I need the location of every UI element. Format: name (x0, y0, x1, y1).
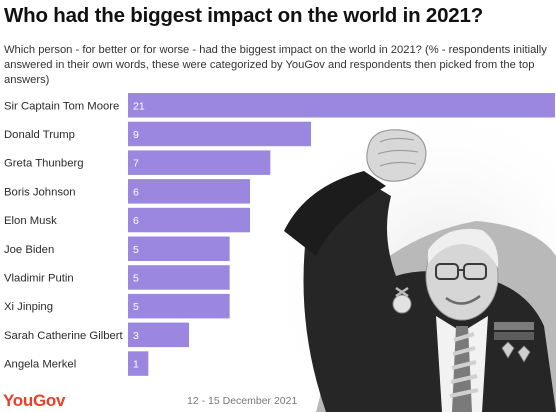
category-label: Angela Merkel (4, 359, 76, 371)
category-label: Sarah Catherine Gilbert (4, 330, 124, 342)
bar (128, 351, 149, 376)
category-label: Sir Captain Tom Moore (4, 100, 119, 112)
data-label: 7 (133, 158, 139, 170)
bar (128, 93, 555, 118)
category-label: Boris Johnson (4, 186, 76, 198)
bar (128, 265, 230, 290)
category-label: Vladimir Putin (4, 272, 74, 284)
bar (128, 207, 250, 233)
category-label: Greta Thunberg (4, 158, 84, 170)
data-label: 1 (133, 359, 139, 371)
chart-title: Who had the biggest impact on the world … (4, 4, 484, 27)
bar (128, 121, 311, 147)
brand-logo: YouGov (3, 391, 66, 410)
survey-date: 12 - 15 December 2021 (184, 395, 301, 407)
bar (128, 236, 230, 261)
bar (128, 179, 250, 204)
data-label: 9 (133, 129, 139, 141)
data-label: 6 (133, 215, 139, 227)
portrait-raised-fist-icon (276, 126, 556, 412)
data-label: 6 (133, 186, 139, 198)
bar (128, 322, 189, 348)
category-label: Joe Biden (4, 244, 54, 256)
category-label: Xi Jinping (4, 301, 53, 313)
chart-subtitle: Which person - for better or for worse -… (4, 44, 547, 86)
data-label: 5 (133, 272, 139, 284)
data-label: 5 (133, 244, 139, 256)
data-label: 5 (133, 301, 139, 313)
data-label: 21 (133, 100, 145, 112)
bar (128, 150, 271, 175)
bar (128, 293, 230, 319)
category-label: Donald Trump (4, 129, 75, 141)
data-label: 3 (133, 330, 139, 342)
category-label: Elon Musk (4, 215, 57, 227)
